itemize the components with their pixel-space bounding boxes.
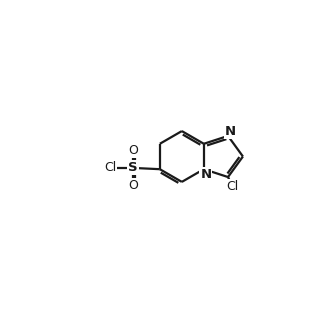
Text: O: O	[128, 144, 138, 157]
Text: Cl: Cl	[104, 161, 116, 175]
Text: N: N	[200, 168, 212, 181]
Text: S: S	[128, 161, 138, 175]
Text: N: N	[225, 125, 236, 138]
Text: Cl: Cl	[226, 180, 239, 193]
Text: O: O	[128, 179, 138, 192]
